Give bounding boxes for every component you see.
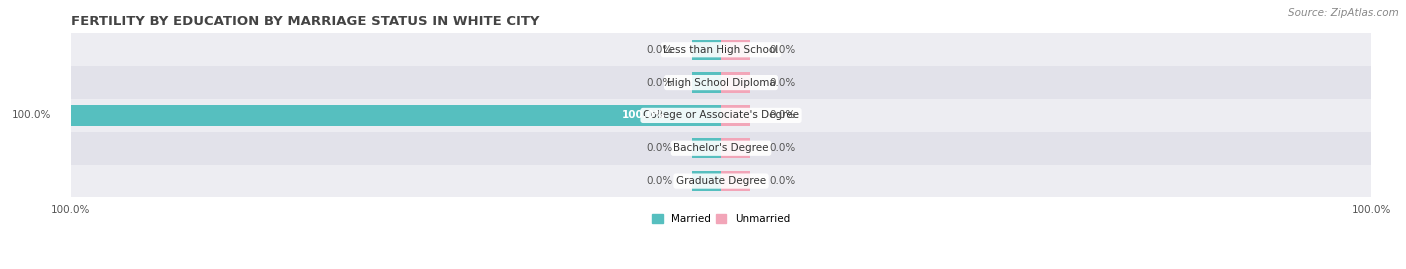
Text: 0.0%: 0.0%	[770, 110, 796, 121]
Bar	[70, 33, 1371, 66]
Bar	[692, 40, 721, 60]
Bar	[721, 105, 751, 126]
Text: High School Diploma: High School Diploma	[666, 77, 775, 88]
Bar	[692, 72, 721, 93]
Text: 0.0%: 0.0%	[645, 45, 672, 55]
Bar	[721, 171, 751, 191]
Bar	[692, 171, 721, 191]
Text: 0.0%: 0.0%	[770, 176, 796, 186]
Bar	[70, 66, 1371, 99]
Text: 0.0%: 0.0%	[770, 45, 796, 55]
Text: Bachelor's Degree: Bachelor's Degree	[673, 143, 769, 153]
Bar	[721, 40, 751, 60]
Legend: Married, Unmarried: Married, Unmarried	[648, 210, 794, 228]
Text: Less than High School: Less than High School	[664, 45, 779, 55]
Text: 0.0%: 0.0%	[645, 77, 672, 88]
Text: College or Associate's Degree: College or Associate's Degree	[643, 110, 799, 121]
Text: Source: ZipAtlas.com: Source: ZipAtlas.com	[1288, 8, 1399, 18]
Text: 0.0%: 0.0%	[770, 143, 796, 153]
Text: 100.0%: 100.0%	[11, 110, 51, 121]
Text: 100.0%: 100.0%	[623, 110, 665, 121]
Text: 0.0%: 0.0%	[770, 77, 796, 88]
Text: 0.0%: 0.0%	[645, 143, 672, 153]
Bar	[721, 138, 751, 158]
Text: 0.0%: 0.0%	[645, 176, 672, 186]
Bar	[70, 105, 721, 126]
Bar	[70, 99, 1371, 132]
Bar	[70, 132, 1371, 165]
Bar	[70, 165, 1371, 197]
Bar	[692, 138, 721, 158]
Text: Graduate Degree: Graduate Degree	[676, 176, 766, 186]
Text: FERTILITY BY EDUCATION BY MARRIAGE STATUS IN WHITE CITY: FERTILITY BY EDUCATION BY MARRIAGE STATU…	[70, 15, 540, 28]
Bar	[721, 72, 751, 93]
